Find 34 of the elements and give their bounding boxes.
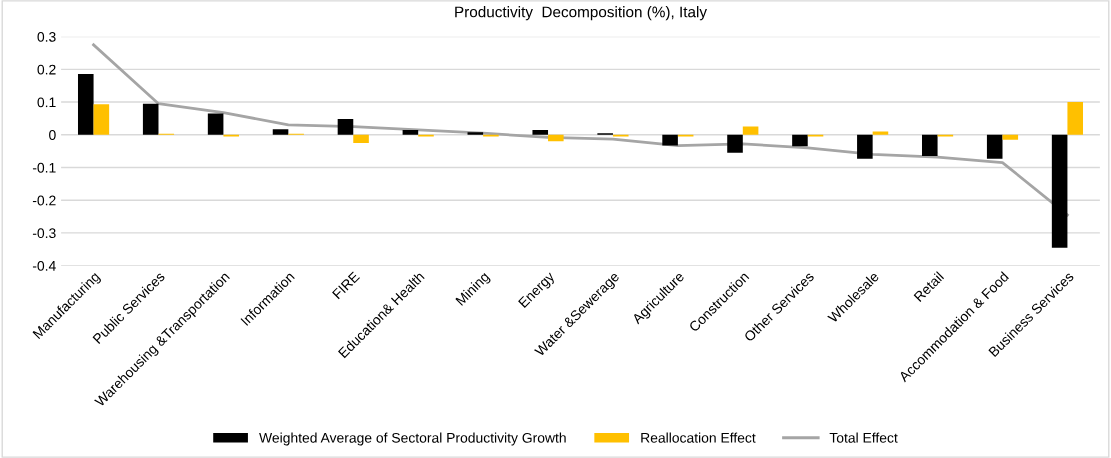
bar: [77, 73, 94, 135]
bar: [353, 134, 369, 143]
legend-label: Reallocation Effect: [641, 432, 756, 443]
bar: [207, 113, 224, 135]
bar: [337, 119, 354, 135]
legend-label: Total Effect: [829, 432, 898, 443]
y-tick-label: -0.4: [32, 260, 56, 271]
bar: [1051, 134, 1068, 248]
bar: [792, 134, 808, 147]
bar: [402, 129, 419, 135]
bar: [532, 129, 549, 135]
y-tick-label: 0.1: [37, 97, 56, 108]
bar: [727, 134, 743, 153]
y-tick-label: -0.3: [32, 228, 56, 239]
line-series: [92, 43, 1069, 217]
bar: [1067, 102, 1084, 135]
y-tick-label: -0.2: [32, 195, 56, 206]
bar: [742, 126, 759, 135]
bar: [272, 129, 289, 135]
y-tick-label: -0.1: [32, 162, 56, 173]
bar: [922, 134, 938, 157]
bar: [1002, 134, 1019, 140]
y-tick-label: 0.3: [37, 31, 56, 42]
chart-title: Productivity Decomposition (%), Italy: [455, 6, 707, 21]
bar: [142, 103, 159, 135]
bar: [986, 134, 1003, 159]
bar: [548, 134, 564, 142]
y-tick-label: 0.2: [37, 64, 56, 75]
bar: [93, 104, 110, 135]
bar: [467, 132, 484, 135]
bar: [662, 134, 678, 146]
y-tick-label: 0: [49, 130, 56, 140]
legend-label: Weighted Average of Sectoral Productivity Growth: [259, 432, 566, 446]
bar: [857, 134, 873, 159]
